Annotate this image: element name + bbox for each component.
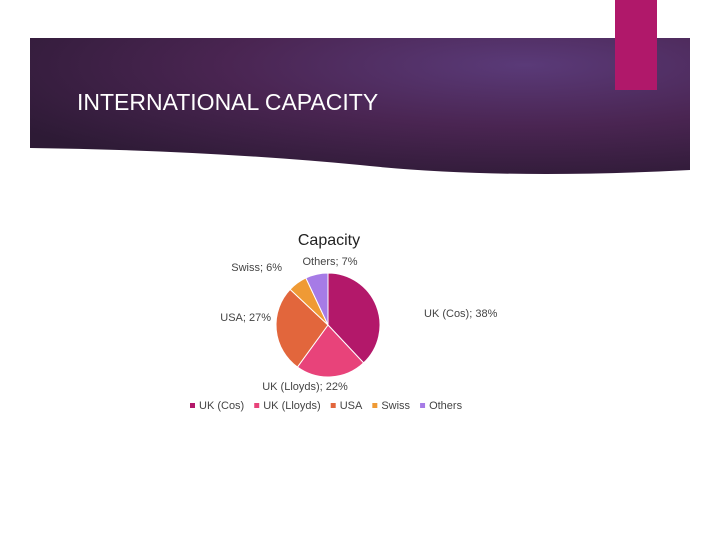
chart-title: Capacity [298, 232, 360, 249]
data-label: Swiss; 6% [231, 262, 282, 274]
legend-label: UK (Cos) [199, 400, 244, 412]
legend-swatch [190, 403, 195, 408]
accent-tab [615, 0, 657, 90]
legend-label: Swiss [381, 400, 410, 412]
data-label: UK (Lloyds); 22% [262, 381, 348, 393]
slide-title: INTERNATIONAL CAPACITY [77, 89, 378, 115]
title-banner [30, 38, 690, 174]
legend-swatch [420, 403, 426, 408]
pie-slice [305, 272, 329, 326]
legend-label: USA [340, 400, 363, 412]
legend-label: UK (Lloyds) [263, 400, 320, 412]
legend-swatch [330, 403, 336, 408]
pie-slice [296, 324, 365, 378]
legend-swatch [372, 403, 378, 408]
pie-slice [275, 288, 329, 368]
pie-slice [327, 272, 381, 364]
legend-label: Others [429, 400, 463, 412]
data-label: Others; 7% [302, 256, 357, 268]
data-label: UK (Cos); 38% [424, 308, 498, 320]
data-label: USA; 27% [220, 312, 271, 324]
legend-swatch [254, 403, 260, 408]
